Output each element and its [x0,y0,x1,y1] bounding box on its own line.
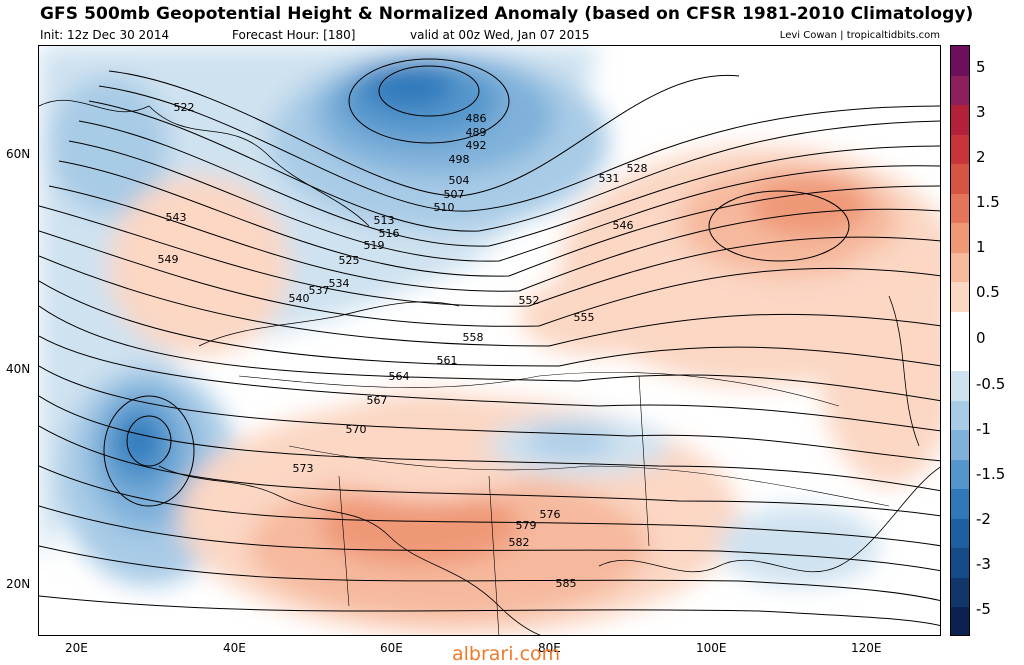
colorbar-label: -0.5 [976,375,1006,393]
contour-label: 534 [329,277,350,290]
colorbar-label: -5 [976,600,991,618]
colorbar-swatch [951,371,969,401]
contour-label: 522 [174,101,195,114]
lon-label-120e: 120E [851,641,882,655]
contour-label: 567 [367,394,388,407]
colorbar-label: 0 [976,329,986,347]
colorbar-swatch [951,193,969,224]
contour-label: 516 [379,227,400,240]
credit-text: Levi Cowan | tropicaltidbits.com [779,30,940,41]
colorbar-label: 1 [976,238,986,256]
colorbar-swatch [951,607,969,635]
lat-label-40n: 40N [6,362,31,376]
colorbar-swatch [951,46,969,76]
contour-label: 519 [364,239,385,252]
contour-label: 537 [309,284,330,297]
colorbar-swatch [951,489,969,519]
contour-label: 510 [434,201,455,214]
valid-time: valid at 00z Wed, Jan 07 2015 [410,28,590,42]
colorbar-swatch [951,341,969,372]
contour-label: 513 [374,214,395,227]
contour-label: 579 [516,519,537,532]
lon-label-40e: 40E [223,641,246,655]
colorbar-label: 0.5 [976,283,1000,301]
lon-label-20e: 20E [65,641,88,655]
colorbar [950,45,970,636]
chart-title: GFS 500mb Geopotential Height & Normaliz… [40,4,974,24]
colorbar-swatch [951,105,969,135]
lat-label-60n: 60N [6,147,31,161]
colorbar-label: -3 [976,555,991,573]
contour-label: 498 [449,153,470,166]
colorbar-swatch [951,282,969,312]
lon-label-100e: 100E [696,641,727,655]
colorbar-swatch [951,459,969,490]
contour-label: 492 [466,139,487,152]
colorbar-label: -2 [976,510,991,528]
colorbar-label: 1.5 [976,193,1000,211]
contour-label: 573 [293,462,314,475]
lon-label-80e: 80E [538,641,561,655]
colorbar-swatch [951,577,969,608]
contour-label: 543 [166,211,187,224]
lat-label-20n: 20N [6,577,31,591]
contour-label: 570 [346,423,367,436]
contour-label: 561 [437,354,458,367]
colorbar-label: -1.5 [976,465,1006,483]
forecast-hour: Forecast Hour: [180] [232,28,356,42]
init-time: Init: 12z Dec 30 2014 [40,28,170,42]
contour-label: 558 [463,331,484,344]
lon-label-60e: 60E [380,641,403,655]
colorbar-label: -1 [976,420,991,438]
colorbar-swatch [951,311,969,342]
contour-label: 576 [540,508,561,521]
contour-label: 582 [509,536,530,549]
contour-label: 585 [556,577,577,590]
coastlines [39,99,940,635]
contour-label: 531 [599,172,620,185]
colorbar-swatch [951,75,969,106]
colorbar-swatch [951,223,969,253]
height-contours [39,58,940,627]
colorbar-swatch [951,164,969,194]
contour-label: 540 [289,292,310,305]
colorbar-swatch [951,252,969,283]
contour-label: 504 [449,174,470,187]
contour-label: 564 [389,370,410,383]
contour-label: 549 [158,253,179,266]
colorbar-swatch [951,400,969,431]
colorbar-label: 3 [976,103,986,121]
watermark: albrari.com [452,643,561,665]
contour-label: 552 [519,294,540,307]
contour-label: 546 [613,219,634,232]
colorbar-swatch [951,134,969,165]
colorbar-label: 5 [976,58,986,76]
contour-label: 555 [574,311,595,324]
map-panel: 486 489 492 498 504 507 510 513 516 519 522 525 528 5… [38,45,941,636]
contour-label: 528 [627,162,648,175]
contour-label: 489 [466,126,487,139]
colorbar-swatch [951,548,969,578]
contour-label: 486 [466,112,487,125]
colorbar-label: 2 [976,148,986,166]
political-borders [238,371,890,635]
colorbar-swatch [951,518,969,549]
contour-label: 507 [444,188,465,201]
colorbar-swatch [951,430,969,460]
contour-label: 525 [339,254,360,267]
